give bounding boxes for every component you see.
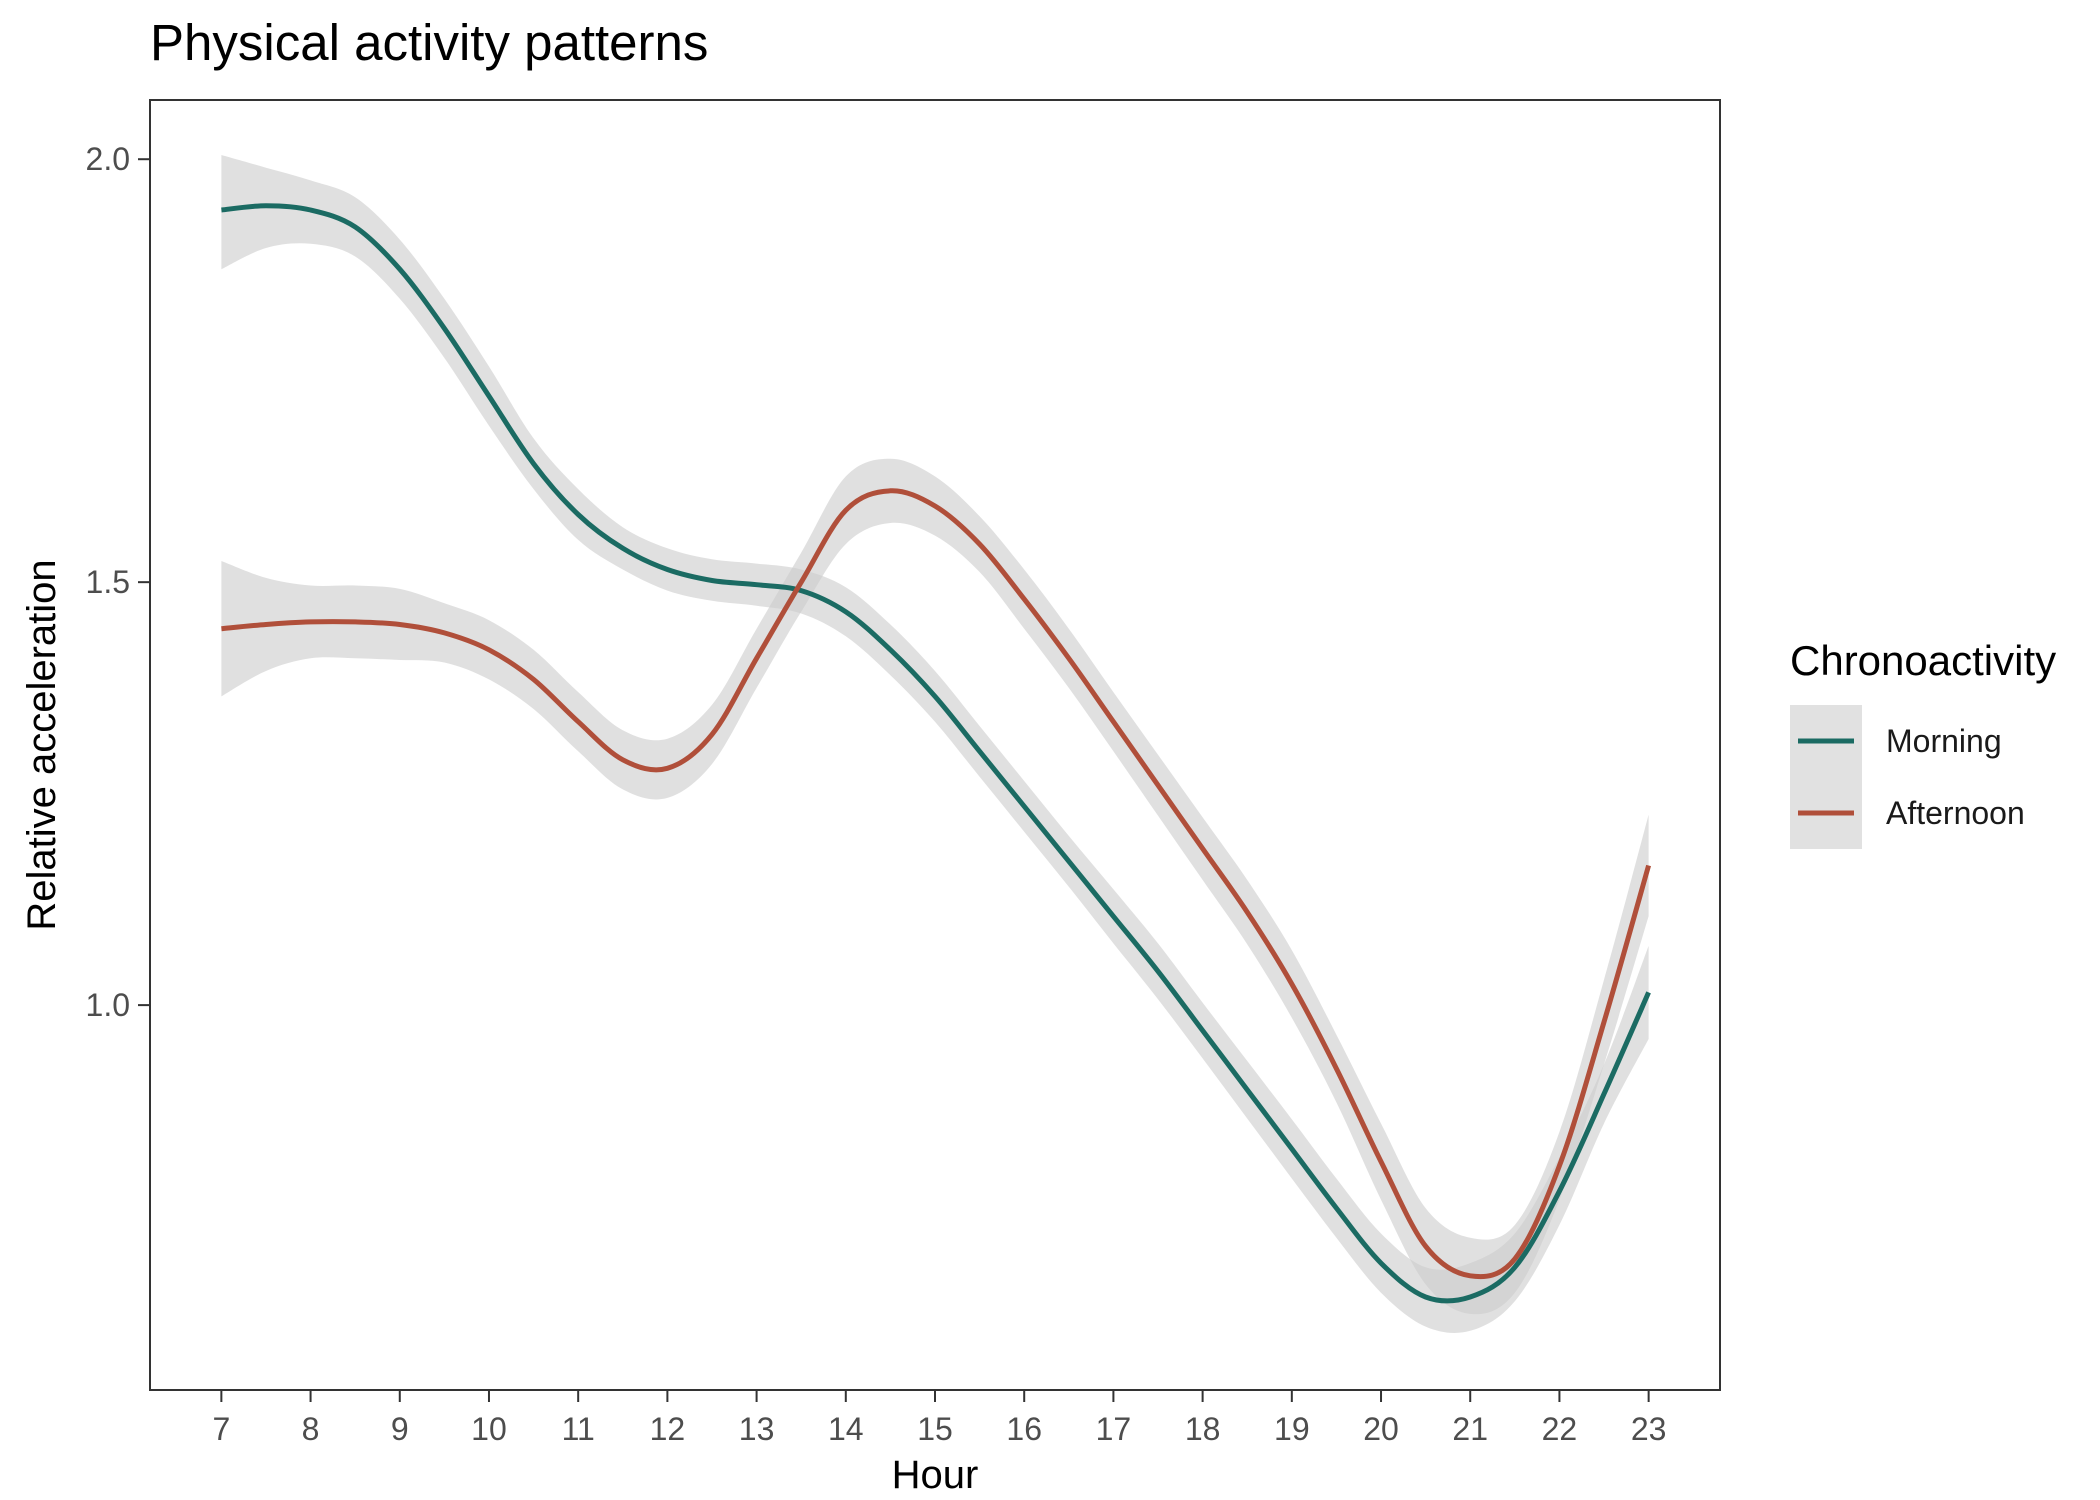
- x-tick-label: 9: [391, 1411, 409, 1447]
- x-tick-label: 14: [828, 1411, 864, 1447]
- legend-label-morning: Morning: [1886, 723, 2002, 759]
- legend-title: Chronoactivity: [1790, 637, 2056, 684]
- chart-title: Physical activity patterns: [150, 14, 708, 71]
- x-tick-label: 20: [1363, 1411, 1399, 1447]
- legend-label-afternoon: Afternoon: [1886, 795, 2025, 831]
- x-axis: 7 8 9 10 11 12 13 14 15 16 17 18 19 20 21 22 23: [212, 1390, 1666, 1447]
- x-tick-label: 8: [302, 1411, 320, 1447]
- y-tick-label: 1.0: [86, 987, 130, 1023]
- x-axis-title: Hour: [892, 1453, 979, 1497]
- y-axis-title: Relative acceleration: [20, 559, 64, 930]
- x-tick-label: 12: [650, 1411, 686, 1447]
- legend-items: Morning Afternoon: [1790, 705, 2025, 849]
- x-tick-label: 13: [739, 1411, 775, 1447]
- series-line-morning: [221, 203, 1651, 1304]
- x-tick-label: 7: [212, 1411, 230, 1447]
- y-tick-label: 1.5: [86, 564, 130, 600]
- x-tick-label: 11: [562, 1411, 595, 1447]
- legend-item-morning: Morning: [1790, 705, 2002, 777]
- x-tick-label: 19: [1274, 1411, 1310, 1447]
- x-tick-label: 18: [1185, 1411, 1221, 1447]
- legend: Chronoactivity Morning Afternoon: [1790, 637, 2056, 849]
- x-tick-label: 23: [1631, 1411, 1667, 1447]
- legend-item-afternoon: Afternoon: [1790, 777, 2025, 849]
- y-tick-label: 2.0: [86, 141, 130, 177]
- x-tick-label: 17: [1096, 1411, 1132, 1447]
- x-tick-label: 21: [1452, 1411, 1488, 1447]
- x-tick-label: 22: [1542, 1411, 1578, 1447]
- x-tick-label: 10: [471, 1411, 507, 1447]
- y-axis: 1.0 1.5 2.0: [86, 141, 150, 1023]
- x-tick-label: 15: [917, 1411, 953, 1447]
- series-lines: [221, 203, 1652, 1304]
- series-line-afternoon: [221, 488, 1652, 1280]
- x-tick-label: 16: [1006, 1411, 1042, 1447]
